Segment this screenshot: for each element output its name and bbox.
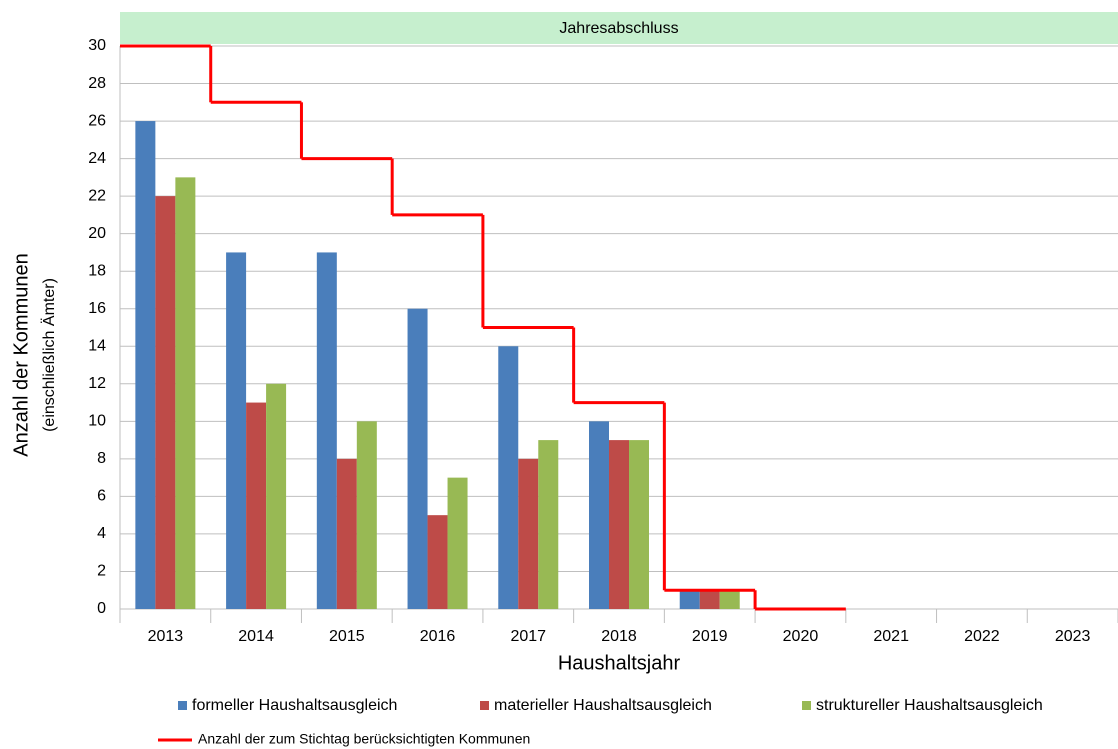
bar: [679, 590, 700, 609]
bar: [518, 458, 539, 609]
y-axis-label: Anzahl der Kommunen: [10, 253, 32, 456]
banner: [120, 12, 1118, 44]
bar: [246, 402, 267, 609]
bar: [407, 308, 428, 609]
bar: [356, 421, 377, 609]
y-tick-label: 14: [88, 337, 106, 354]
y-tick-label: 30: [88, 37, 106, 54]
bar: [538, 440, 559, 609]
bar: [699, 590, 720, 609]
legend-marker: [802, 701, 811, 710]
bar: [427, 515, 448, 609]
bar: [719, 590, 740, 609]
y-tick-label: 28: [88, 75, 106, 92]
bar: [175, 177, 196, 609]
legend-marker: [178, 701, 187, 710]
x-tick-label: 2023: [1055, 628, 1091, 645]
x-tick-label: 2016: [420, 628, 456, 645]
x-tick-label: 2013: [148, 628, 184, 645]
y-axis-label: (einschließlich Ämter): [40, 278, 58, 432]
x-tick-label: 2020: [783, 628, 819, 645]
legend-label: struktureller Haushaltsausgleich: [816, 697, 1043, 714]
x-tick-label: 2018: [601, 628, 637, 645]
bar: [226, 252, 247, 609]
y-tick-label: 6: [97, 488, 106, 505]
y-tick-label: 0: [97, 600, 106, 617]
bar: [155, 196, 176, 609]
legend-label: formeller Haushaltsausgleich: [192, 697, 397, 714]
bar: [266, 383, 287, 609]
y-tick-label: 4: [97, 525, 106, 542]
y-tick-label: 24: [88, 150, 106, 167]
legend-label: Anzahl der zum Stichtag berücksichtigten…: [198, 731, 530, 747]
x-tick-label: 2015: [329, 628, 365, 645]
bar: [609, 440, 629, 609]
bar: [336, 458, 357, 609]
bar: [447, 477, 468, 609]
x-axis-label: Haushaltsjahr: [558, 652, 681, 674]
banner-text: Jahresabschluss: [559, 20, 678, 37]
x-tick-label: 2019: [692, 628, 728, 645]
y-tick-label: 12: [88, 375, 106, 392]
bar: [589, 421, 609, 609]
y-tick-label: 26: [88, 112, 106, 129]
legend-marker: [480, 701, 489, 710]
bar: [316, 252, 337, 609]
y-tick-label: 22: [88, 187, 106, 204]
y-tick-label: 18: [88, 262, 106, 279]
x-tick-label: 2022: [964, 628, 1000, 645]
x-tick-label: 2014: [238, 628, 274, 645]
x-tick-label: 2017: [510, 628, 546, 645]
y-tick-label: 10: [88, 413, 106, 430]
y-tick-label: 16: [88, 300, 106, 317]
bar: [135, 121, 156, 610]
y-tick-label: 2: [97, 563, 106, 580]
bar: [498, 346, 519, 609]
y-tick-label: 8: [97, 450, 106, 467]
y-tick-label: 20: [88, 225, 106, 242]
legend-label: materieller Haushaltsausgleich: [494, 697, 712, 714]
x-tick-label: 2021: [873, 628, 909, 645]
bar: [629, 440, 649, 609]
